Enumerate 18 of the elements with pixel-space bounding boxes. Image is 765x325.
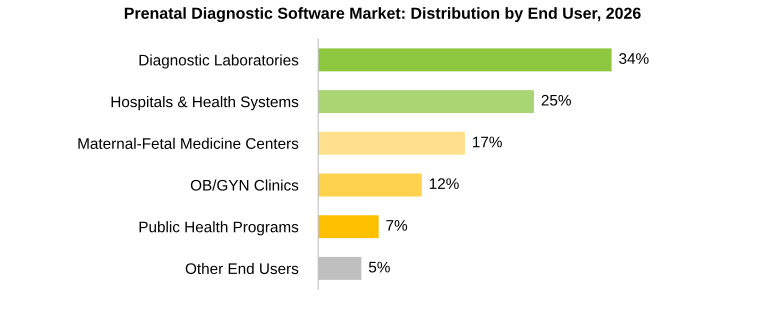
bar <box>318 174 422 196</box>
y-tick-label: Hospitals & Health Systems <box>112 96 298 110</box>
data-label: 5% <box>368 262 390 272</box>
data-label: 17% <box>473 136 502 148</box>
y-tick-label: Public Health Programs <box>140 221 298 236</box>
data-label: 7% <box>386 220 408 231</box>
data-label: 34% <box>619 53 649 64</box>
chart-title: Prenatal Diagnostic Software Market: Distribution by End User, 2026 <box>124 7 641 22</box>
y-tick-label: OB/GYN Clinics <box>190 179 298 191</box>
y-tick-label: Other End Users <box>186 262 298 274</box>
bar <box>318 132 465 155</box>
bar <box>318 90 534 114</box>
data-label: 12% <box>430 178 459 190</box>
bar <box>318 48 612 72</box>
data-label: 25% <box>542 94 571 106</box>
bar <box>318 215 379 238</box>
y-tick-label: Maternal-Fetal Medicine Centers <box>78 138 298 149</box>
y-tick-label: Diagnostic Laboratories <box>140 54 298 69</box>
